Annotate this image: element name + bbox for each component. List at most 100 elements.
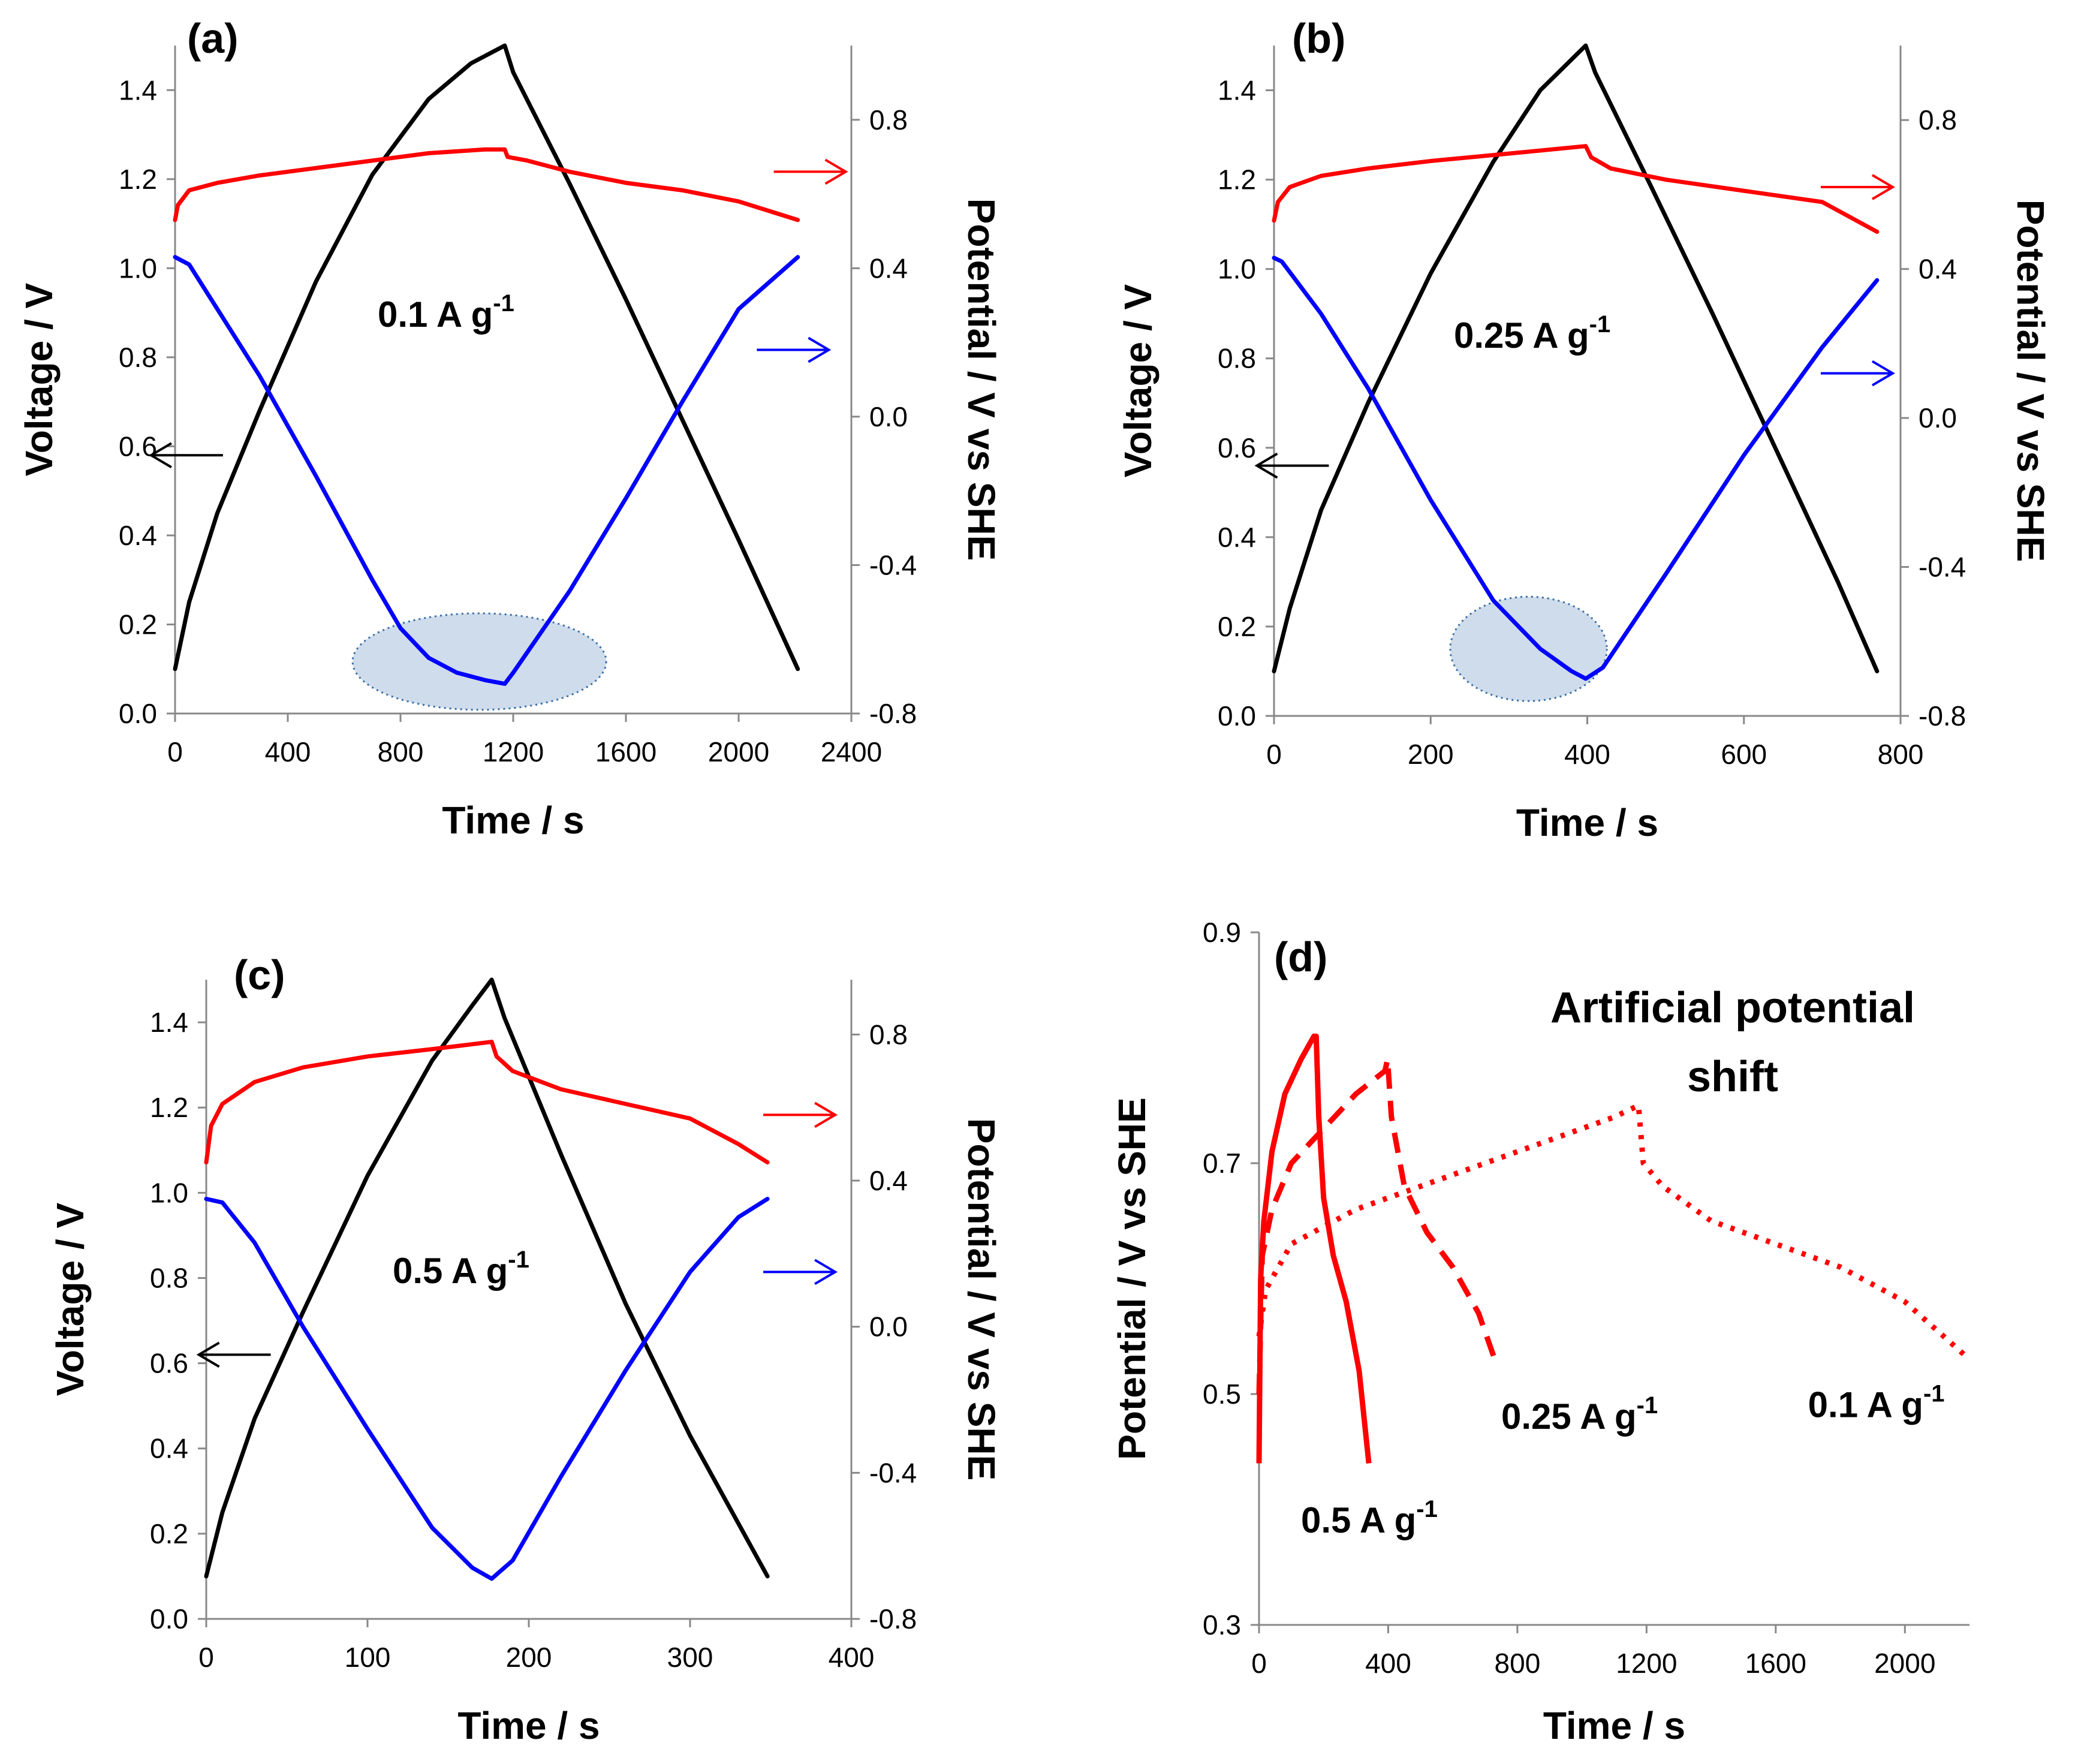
y-right-tick-label: 0.8 bbox=[1919, 104, 1957, 136]
y-left-tick-label: 0.2 bbox=[1218, 611, 1256, 642]
series-line-voltage bbox=[1272, 43, 1880, 673]
x-tick-label: 0 bbox=[1266, 739, 1282, 770]
y-left-tick-label: 0.4 bbox=[150, 1433, 188, 1464]
series-label-0-base: 0.5 A g bbox=[1301, 1500, 1416, 1540]
axis-arrow-head bbox=[808, 336, 832, 363]
series-label-0: 0.5 A g-1 bbox=[1301, 1496, 1438, 1540]
rate-annotation-sup: -1 bbox=[493, 290, 514, 317]
y-tick-label: 0.3 bbox=[1203, 1609, 1241, 1640]
y-left-tick-label: 1.0 bbox=[150, 1177, 188, 1208]
highlight-ellipse bbox=[1449, 595, 1608, 702]
y-left-tick-label: 0.0 bbox=[150, 1603, 188, 1634]
panel-label: (d) bbox=[1274, 934, 1327, 980]
rate-annotation-base: 0.1 A g bbox=[378, 294, 493, 335]
y-right-tick-label: -0.4 bbox=[869, 549, 917, 580]
y-left-tick-label: 0.2 bbox=[119, 609, 157, 640]
x-axis-title: Time / s bbox=[1516, 801, 1658, 844]
x-tick-label: 200 bbox=[1408, 739, 1454, 770]
series-label-0-sup: -1 bbox=[1416, 1496, 1438, 1522]
y-left-tick-label: 1.4 bbox=[119, 74, 157, 106]
axis-arrow-head bbox=[196, 1341, 220, 1368]
y-left-tick-label: 0.8 bbox=[1218, 343, 1256, 374]
y-right-tick-label: 0.8 bbox=[869, 1019, 908, 1050]
panel-label: (c) bbox=[234, 952, 285, 998]
rate-annotation: 0.1 A g-1 bbox=[378, 290, 514, 335]
series-line-dashed bbox=[1256, 1056, 1498, 1395]
x-tick-label: 1200 bbox=[483, 736, 544, 767]
y-left-tick-label: 1.2 bbox=[150, 1092, 188, 1123]
panel-title-line-1: Artificial potential bbox=[1550, 984, 1915, 1032]
x-tick-label: 1600 bbox=[595, 736, 656, 767]
panel-title-line-2: shift bbox=[1687, 1053, 1778, 1101]
y-left-tick-label: 0.0 bbox=[1218, 700, 1256, 732]
series-line-voltage bbox=[204, 977, 770, 1579]
x-axis-title: Time / s bbox=[457, 1704, 600, 1747]
y-left-tick-label: 0.6 bbox=[1218, 432, 1256, 463]
panel-d: 0 400 800 1200 1600 2000 0.3 0.5 0.7 0.9 Time / s P… bbox=[1110, 917, 1971, 1747]
series-line-negative-electrode-potential bbox=[204, 1196, 770, 1581]
x-tick-label: 2000 bbox=[708, 736, 769, 767]
series-label-2: 0.1 A g-1 bbox=[1808, 1381, 1945, 1425]
y-left-tick-label: 1.2 bbox=[1218, 164, 1256, 195]
x-tick-label: 800 bbox=[1878, 739, 1924, 770]
y-left-tick-label: 0.6 bbox=[150, 1348, 188, 1379]
series-line-solid bbox=[1256, 1033, 1372, 1464]
y-left-tick-label: 1.0 bbox=[1218, 254, 1256, 285]
y-right-tick-label: 0.4 bbox=[869, 252, 908, 284]
y-left-tick-label: 0.2 bbox=[150, 1518, 188, 1549]
y-left-tick-label: 1.4 bbox=[1218, 75, 1256, 106]
rate-annotation-sup: -1 bbox=[1589, 311, 1611, 338]
y-left-tick-label: 0.8 bbox=[119, 342, 157, 373]
axis-arrow-head bbox=[814, 1101, 838, 1128]
series-label-2-sup: -1 bbox=[1923, 1381, 1945, 1407]
y-left-tick-label: 1.4 bbox=[150, 1007, 188, 1038]
y-left-tick-label: 0.4 bbox=[119, 520, 157, 551]
y-left-tick-label: 0.8 bbox=[150, 1262, 188, 1293]
x-tick-label: 400 bbox=[1365, 1648, 1411, 1679]
x-tick-label: 400 bbox=[829, 1642, 875, 1673]
highlight-ellipse bbox=[351, 612, 607, 711]
x-axis-title: Time / s bbox=[1543, 1704, 1685, 1747]
series-label-1-base: 0.25 A g bbox=[1501, 1396, 1637, 1437]
y-right-tick-label: 0.0 bbox=[869, 401, 908, 432]
axis-arrow-head bbox=[1871, 360, 1895, 387]
y-right-axis-title: Potential / V vs SHE bbox=[960, 198, 1003, 561]
y-right-tick-label: -0.4 bbox=[869, 1457, 917, 1488]
y-right-tick-label: -0.4 bbox=[1919, 552, 1966, 583]
series-line-negative-electrode-potential bbox=[173, 255, 800, 686]
y-right-axis-title: Potential / V vs SHE bbox=[2009, 200, 2052, 562]
y-left-axis-title: Voltage / V bbox=[1116, 284, 1160, 477]
panel-a: 0 400 800 1200 1600 2000 2400 0.0 0.2 0.4 0.6 0.8 1.… bbox=[17, 15, 1003, 842]
y-left-tick-label: 0.4 bbox=[1218, 522, 1256, 553]
x-tick-label: 400 bbox=[1564, 739, 1610, 770]
rate-annotation: 0.25 A g-1 bbox=[1454, 311, 1610, 356]
series-line-negative-electrode-potential bbox=[1272, 255, 1880, 681]
x-tick-label: 0 bbox=[198, 1642, 214, 1673]
y-tick-label: 0.7 bbox=[1203, 1148, 1241, 1179]
x-tick-label: 0 bbox=[1251, 1648, 1267, 1679]
x-tick-label: 200 bbox=[506, 1642, 552, 1673]
axis-arrow-head bbox=[814, 1259, 838, 1286]
y-right-tick-label: -0.8 bbox=[869, 1603, 917, 1634]
x-tick-label: 1200 bbox=[1616, 1648, 1677, 1679]
panel-b: 0 200 400 600 800 0.0 0.2 0.4 0.6 0.8 1.0 1.2 1.4 -0.… bbox=[1116, 15, 2052, 844]
axis-arrow-head bbox=[1871, 174, 1895, 200]
rate-annotation-sup: -1 bbox=[508, 1247, 529, 1273]
y-left-axis-title: Voltage / V bbox=[49, 1202, 92, 1396]
series-line-positive-electrode-potential bbox=[173, 147, 800, 222]
x-tick-label: 800 bbox=[378, 736, 424, 767]
y-tick-label: 0.9 bbox=[1203, 917, 1241, 948]
y-right-tick-label: -0.8 bbox=[1919, 700, 1966, 732]
x-tick-label: 600 bbox=[1721, 739, 1767, 770]
axis-arrow-head bbox=[1254, 452, 1278, 479]
series-line-positive-electrode-potential bbox=[204, 1040, 770, 1165]
x-tick-label: 400 bbox=[265, 736, 311, 767]
axis-arrow-head bbox=[824, 158, 848, 185]
series-line-positive-electrode-potential bbox=[1272, 144, 1880, 234]
rate-annotation-base: 0.5 A g bbox=[393, 1251, 508, 1291]
panel-label: (b) bbox=[1292, 15, 1345, 62]
y-right-tick-label: 0.4 bbox=[1919, 254, 1957, 285]
panel-label: (a) bbox=[187, 15, 239, 62]
x-tick-label: 800 bbox=[1495, 1648, 1541, 1679]
y-left-tick-label: 0.0 bbox=[119, 698, 157, 729]
